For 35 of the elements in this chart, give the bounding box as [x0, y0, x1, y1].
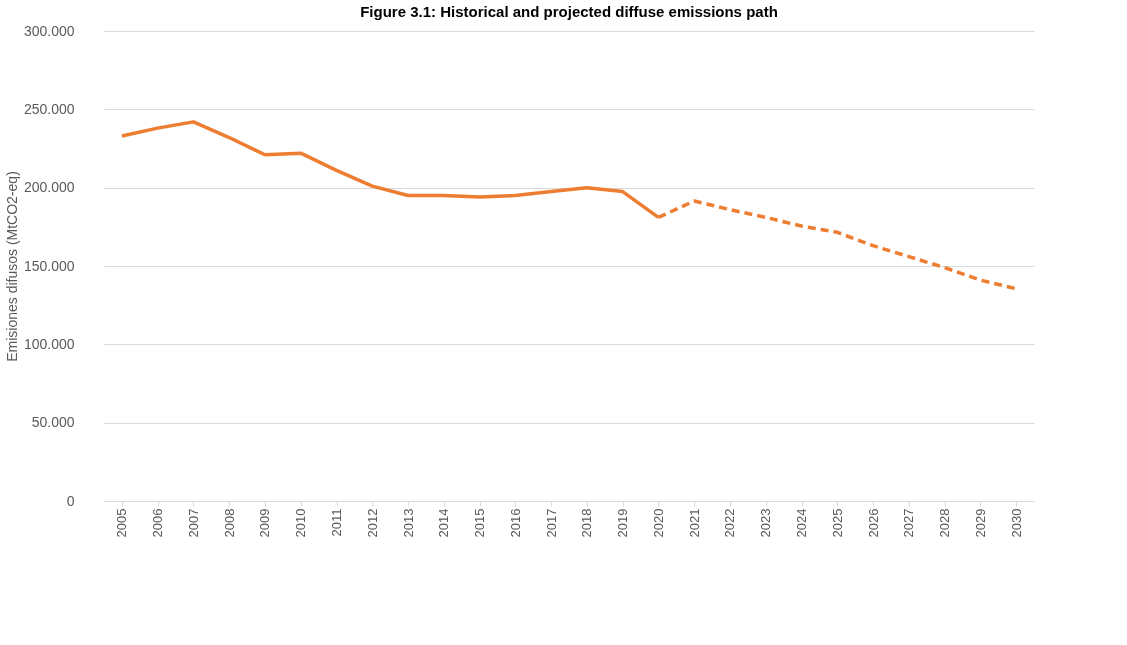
y-tick-label: 0 — [66, 492, 75, 509]
x-tick-label: 2019 — [615, 508, 631, 538]
chart-title: Figure 3.1: Historical and projected diffuse emissions path — [360, 3, 778, 20]
x-tick-label: 2029 — [972, 508, 988, 538]
x-tick-label: 2014 — [436, 508, 452, 538]
x-tick-label: 2009 — [257, 508, 273, 538]
x-tick-label: 2012 — [364, 508, 380, 538]
x-tick-label: 2013 — [400, 508, 416, 538]
x-tick-label: 2020 — [650, 508, 666, 538]
x-tick-label: 2017 — [543, 508, 559, 538]
x-tick-label: 2022 — [722, 508, 738, 538]
x-tick-label: 2027 — [901, 508, 917, 538]
x-tick-label: 2030 — [1008, 508, 1024, 538]
x-tick-label: 2010 — [293, 508, 309, 538]
x-tick-label: 2023 — [758, 508, 774, 538]
y-tick-label: 50.000 — [31, 414, 75, 431]
x-tick-label: 2028 — [937, 508, 953, 538]
y-tick-label: 250.000 — [23, 100, 75, 117]
y-tick-label: 150.000 — [23, 257, 75, 274]
y-axis-title: Emisiones difusos (MtCO2-eq) — [3, 171, 20, 362]
x-tick-label: 2024 — [794, 508, 809, 538]
x-tick-label: 2018 — [579, 508, 595, 538]
x-tick-label: 2021 — [686, 508, 702, 538]
x-tick-label: 2025 — [829, 508, 845, 538]
x-tick-label: 2005 — [114, 508, 130, 538]
y-tick-label: 200.000 — [23, 179, 75, 196]
x-tick-label: 2015 — [472, 508, 488, 538]
x-tick-label: 2026 — [865, 508, 881, 538]
y-tick-label: 300.000 — [23, 22, 75, 39]
x-tick-label: 2008 — [221, 508, 237, 538]
x-tick-label: 2007 — [185, 508, 201, 538]
x-tick-label: 2016 — [507, 508, 523, 538]
y-tick-label: 100.000 — [23, 335, 75, 352]
x-tick-label: 2006 — [150, 508, 166, 538]
x-tick-label: 2011 — [329, 508, 344, 537]
